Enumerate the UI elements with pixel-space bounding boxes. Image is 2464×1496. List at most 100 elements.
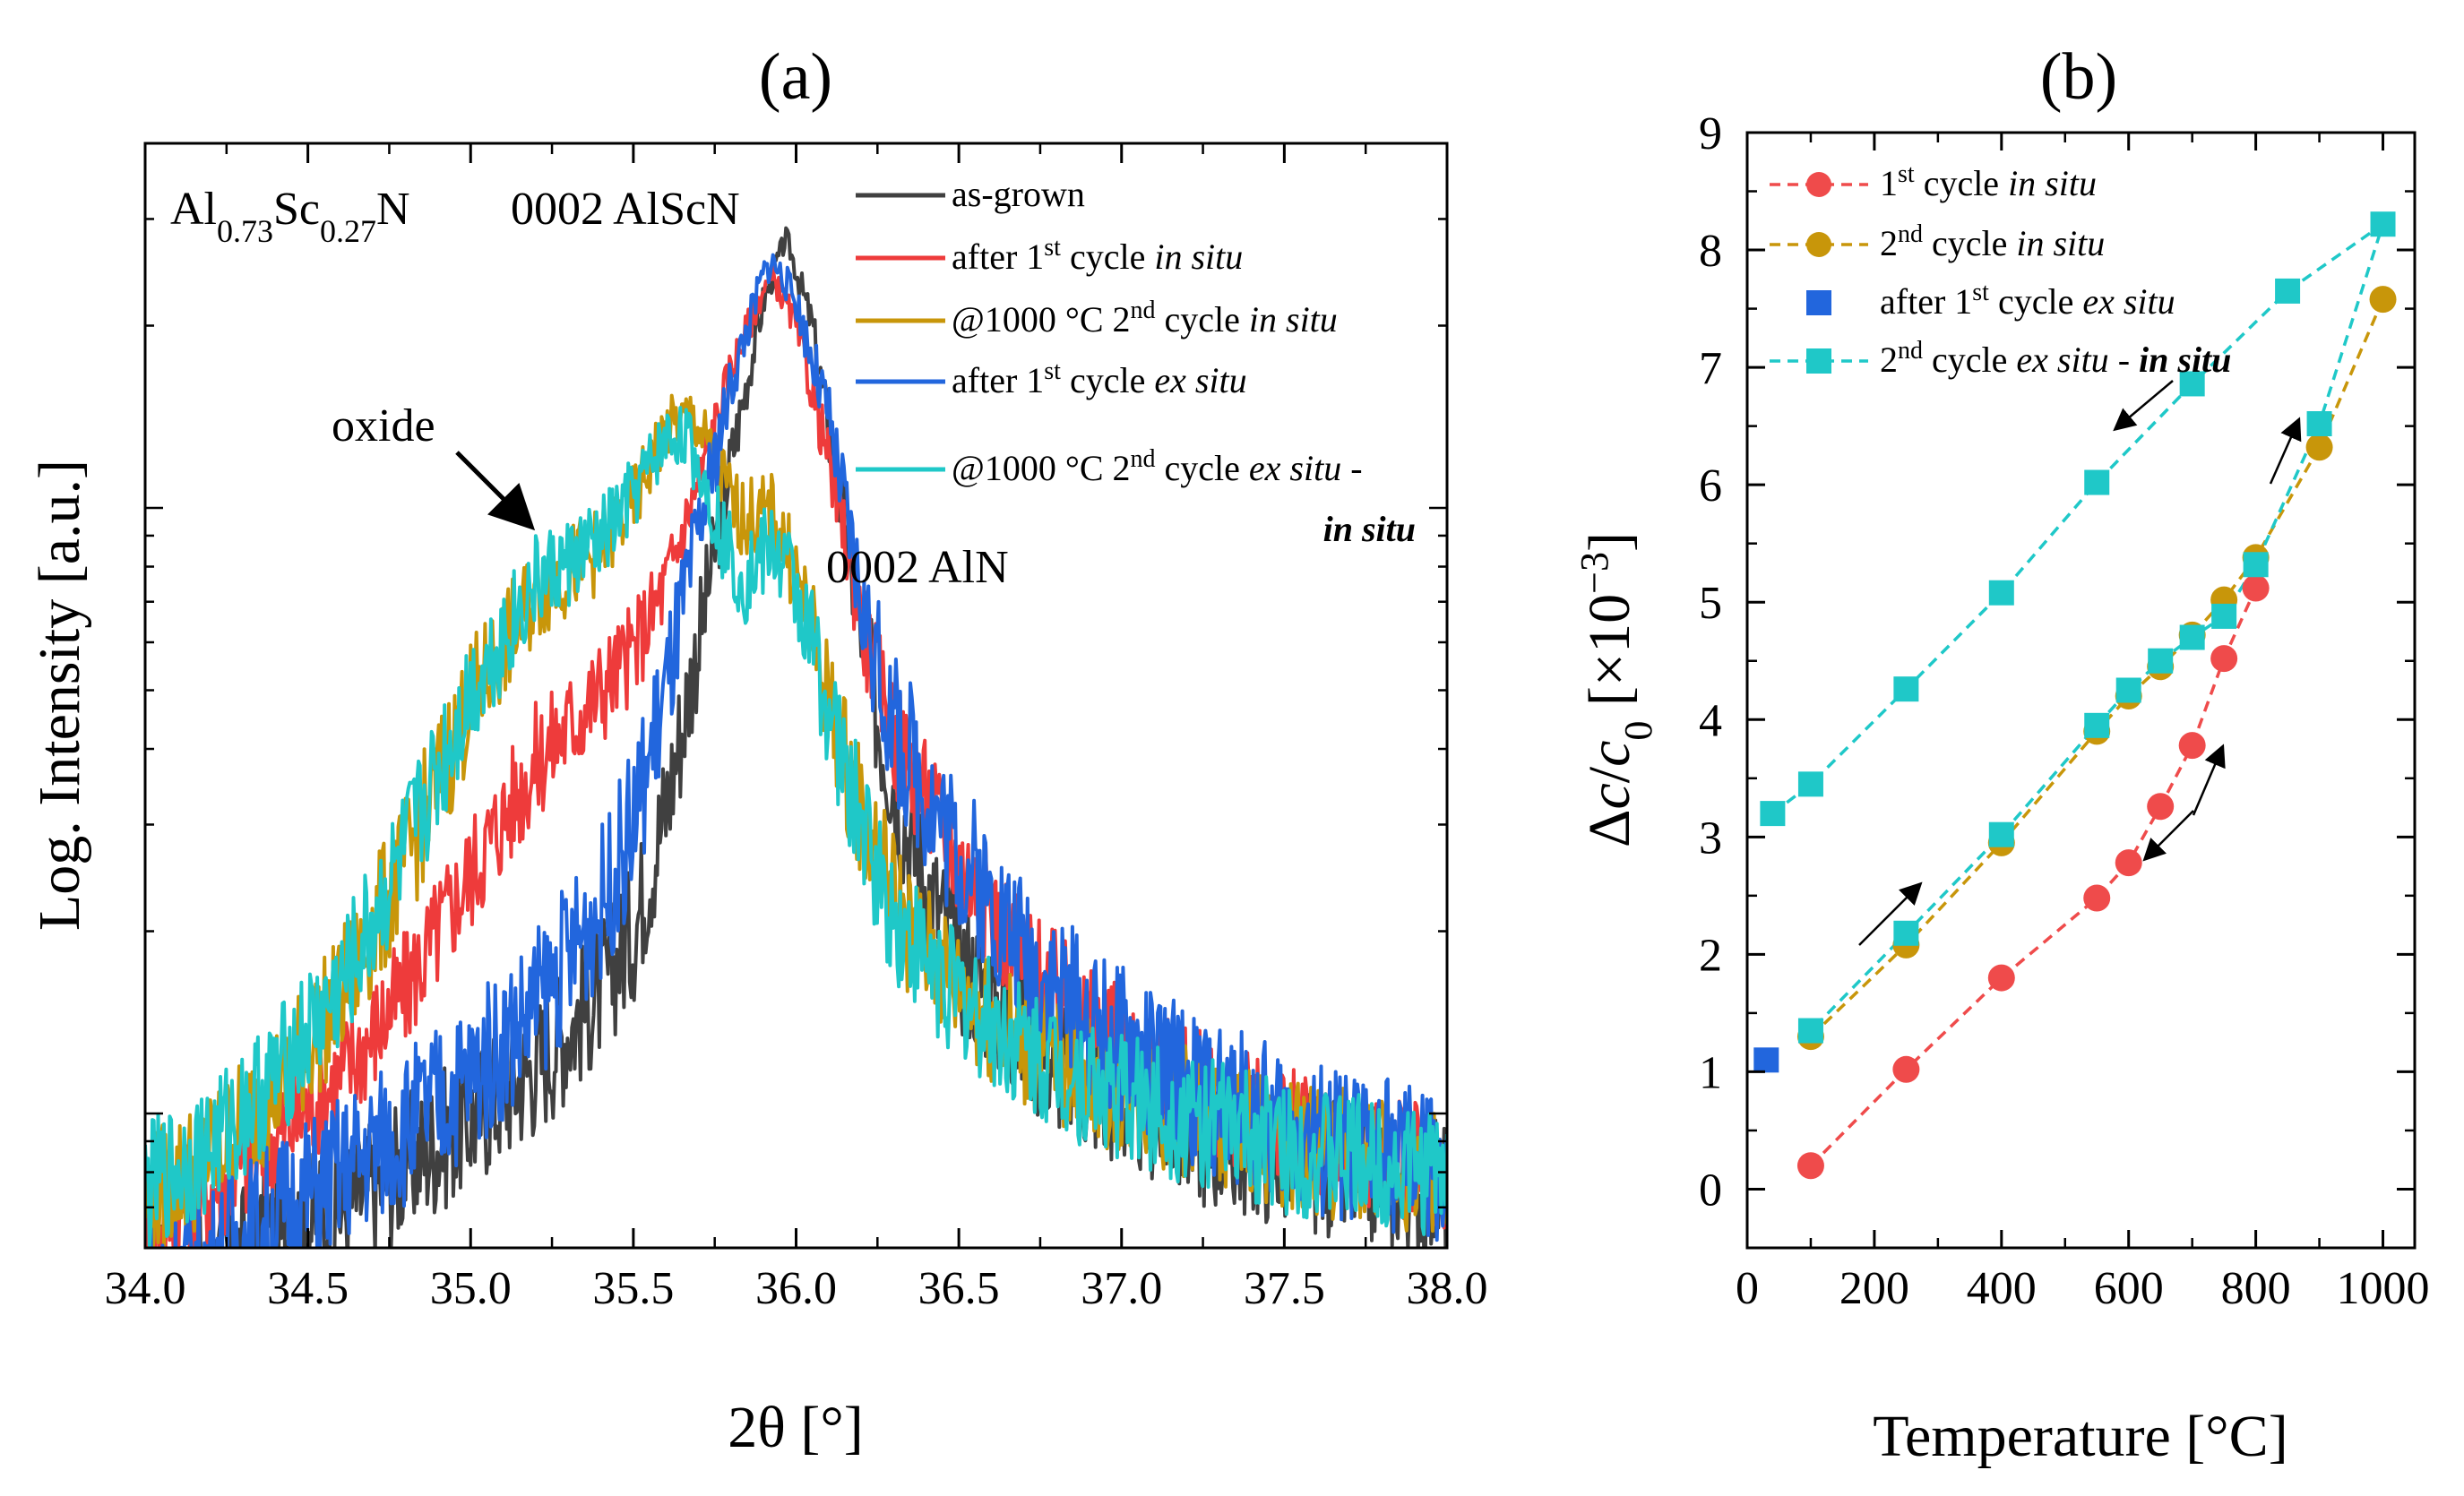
b-x-tick-label: 400 xyxy=(1967,1263,2037,1314)
b-point-s4-0 xyxy=(1760,801,1786,827)
annotation-oxide: oxide xyxy=(332,400,435,451)
a-x-tick-label: 35.5 xyxy=(592,1263,674,1314)
b-legend-marker-2 xyxy=(1806,232,1831,257)
direction-arrows xyxy=(1858,380,2302,946)
panel-b-legend: 1st cycle in situ 2nd cycle in situ after … xyxy=(1770,160,2231,381)
b-y-tick-label: 4 xyxy=(1699,695,1722,746)
b-point-s3-0 xyxy=(1753,1047,1779,1073)
legend-label-5-line2: in situ xyxy=(1323,509,1416,549)
legend-label-5: @1000 °C 2nd cycle ex situ - xyxy=(952,445,1363,489)
b-x-tick-label: 600 xyxy=(2094,1263,2164,1314)
b-y-tick-label: 5 xyxy=(1699,578,1722,629)
panel-b-x-axis-label: Temperature [°C] xyxy=(1873,1404,2287,1469)
b-y-tick-label: 7 xyxy=(1699,343,1722,394)
b-series-line-1 xyxy=(1809,587,2258,1167)
direction-arrow-1 xyxy=(1858,881,1923,946)
a-x-tick-label: 34.5 xyxy=(267,1263,349,1314)
b-point-s1-2 xyxy=(1987,964,2015,992)
b-legend-label-3: after 1st cycle ex situ xyxy=(1880,279,2175,322)
direction-arrow-3 xyxy=(2192,744,2226,816)
a-x-tick-label: 38.0 xyxy=(1407,1263,1488,1314)
oxide-arrow xyxy=(455,451,536,531)
b-point-s4-10 xyxy=(2211,603,2237,629)
b-y-tick-label: 9 xyxy=(1699,108,1722,159)
a-x-tick-label: 36.0 xyxy=(755,1263,837,1314)
panel-b-plot-frame xyxy=(1745,131,2417,1250)
b-y-tick-label: 1 xyxy=(1699,1047,1722,1098)
b-y-tick-label: 3 xyxy=(1699,812,1722,864)
b-point-s1-6 xyxy=(2178,732,2206,760)
b-legend-label-2: 2nd cycle in situ xyxy=(1880,220,2105,264)
b-y-tick-label: 0 xyxy=(1699,1165,1722,1216)
b-point-s1-5 xyxy=(2147,793,2175,821)
b-x-tick-label: 200 xyxy=(1839,1263,1909,1314)
b-point-s4-4 xyxy=(2084,469,2110,495)
legend-label-1: as-grown xyxy=(952,174,1085,214)
panel-b-y-axis-label: Δc/c0 [×10−3] xyxy=(1572,532,1660,847)
b-legend-marker-1 xyxy=(1806,172,1831,197)
b-point-s4-5 xyxy=(2179,371,2205,397)
series-line-5 xyxy=(145,406,1447,1248)
b-point-s4-17 xyxy=(1797,1018,1823,1044)
legend-label-4: after 1st cycle ex situ xyxy=(952,357,1247,401)
b-point-s2-0 xyxy=(2369,286,2397,314)
a-x-tick-label: 35.0 xyxy=(430,1263,512,1314)
b-point-s1-8 xyxy=(2242,574,2270,602)
b-point-s4-15 xyxy=(1988,821,2014,847)
b-legend-label-1: 1st cycle in situ xyxy=(1880,160,2097,204)
panel-a-series-group xyxy=(145,226,1447,1248)
b-point-s1-1 xyxy=(1892,1055,1920,1083)
b-point-s4-6 xyxy=(2275,278,2301,304)
b-point-s1-7 xyxy=(2210,645,2238,673)
b-x-tick-label: 800 xyxy=(2221,1263,2291,1314)
panel-b-series-group xyxy=(1753,211,2397,1180)
panel-a-legend: as-grown after 1st cycle in situ @1000 °C … xyxy=(856,174,1416,549)
panel-a-axes: 34.0 34.5 35.0 35.5 36.0 36.5 37.0 37.5 38.0 xyxy=(105,142,1488,1314)
a-x-tick-label: 37.5 xyxy=(1244,1263,1325,1314)
material-formula-label: Al0.73Sc0.27N xyxy=(170,184,410,249)
b-point-s4-16 xyxy=(1893,920,1919,946)
b-legend-marker-4 xyxy=(1806,348,1831,374)
b-point-s1-3 xyxy=(2083,884,2111,912)
b-point-s4-8 xyxy=(2306,411,2332,437)
b-point-s4-1 xyxy=(1797,771,1823,797)
series-line-1 xyxy=(145,226,1447,1248)
a-x-tick-label: 36.5 xyxy=(918,1263,1000,1314)
direction-arrow-5 xyxy=(2113,380,2174,432)
b-point-s4-7 xyxy=(2370,211,2396,237)
b-point-s4-11 xyxy=(2179,624,2205,650)
panel-b-strain-chart: (b) 0 200 400 600 800 1000 0 1 2 3 4 5 6 7 8 9 Temperat… xyxy=(1572,40,2430,1469)
b-legend-marker-3 xyxy=(1806,290,1831,315)
direction-arrow-4 xyxy=(2269,417,2302,485)
legend-label-2: after 1st cycle in situ xyxy=(952,234,1243,278)
panel-a-x-axis-label: 2θ [°] xyxy=(728,1395,863,1460)
annotation-0002-alscn: 0002 AlScN xyxy=(511,184,740,235)
b-point-s1-0 xyxy=(1796,1152,1824,1180)
panel-a-xrd-chart: (a) 34.0 34.5 35.0 35.5 36.0 36.5 37.0 37.5 38.0… xyxy=(27,40,1488,1460)
panel-b-label: (b) xyxy=(2040,40,2117,114)
legend-label-3: @1000 °C 2nd cycle in situ xyxy=(952,297,1338,340)
b-point-s4-12 xyxy=(2148,648,2174,674)
b-y-tick-label: 2 xyxy=(1699,930,1722,981)
b-legend-label-4: 2nd cycle ex situ - in situ xyxy=(1880,337,2231,381)
direction-arrow-2 xyxy=(2142,810,2194,862)
panel-b-axes: 0 200 400 600 800 1000 0 1 2 3 4 5 6 7 8 9 xyxy=(1699,108,2430,1314)
b-x-tick-label: 0 xyxy=(1736,1263,1759,1314)
b-point-s4-2 xyxy=(1893,676,1919,702)
a-x-tick-label: 37.0 xyxy=(1081,1263,1162,1314)
b-series-line-4 xyxy=(1771,219,2386,1032)
a-x-tick-label: 34.0 xyxy=(105,1263,186,1314)
b-y-tick-label: 6 xyxy=(1699,460,1722,512)
b-point-s4-13 xyxy=(2115,677,2141,703)
b-point-s4-9 xyxy=(2243,552,2269,578)
b-point-s2-1 xyxy=(2305,434,2333,461)
panel-a-y-axis-label: Log. Intensity [a.u.] xyxy=(27,460,92,931)
b-point-s1-4 xyxy=(2115,849,2142,877)
b-point-s4-3 xyxy=(1988,580,2014,606)
panel-a-label: (a) xyxy=(759,40,832,114)
b-y-tick-label: 8 xyxy=(1699,226,1722,277)
b-point-s4-14 xyxy=(2084,712,2110,738)
b-x-tick-label: 1000 xyxy=(2337,1263,2430,1314)
annotation-0002-aln: 0002 AlN xyxy=(826,542,1009,593)
